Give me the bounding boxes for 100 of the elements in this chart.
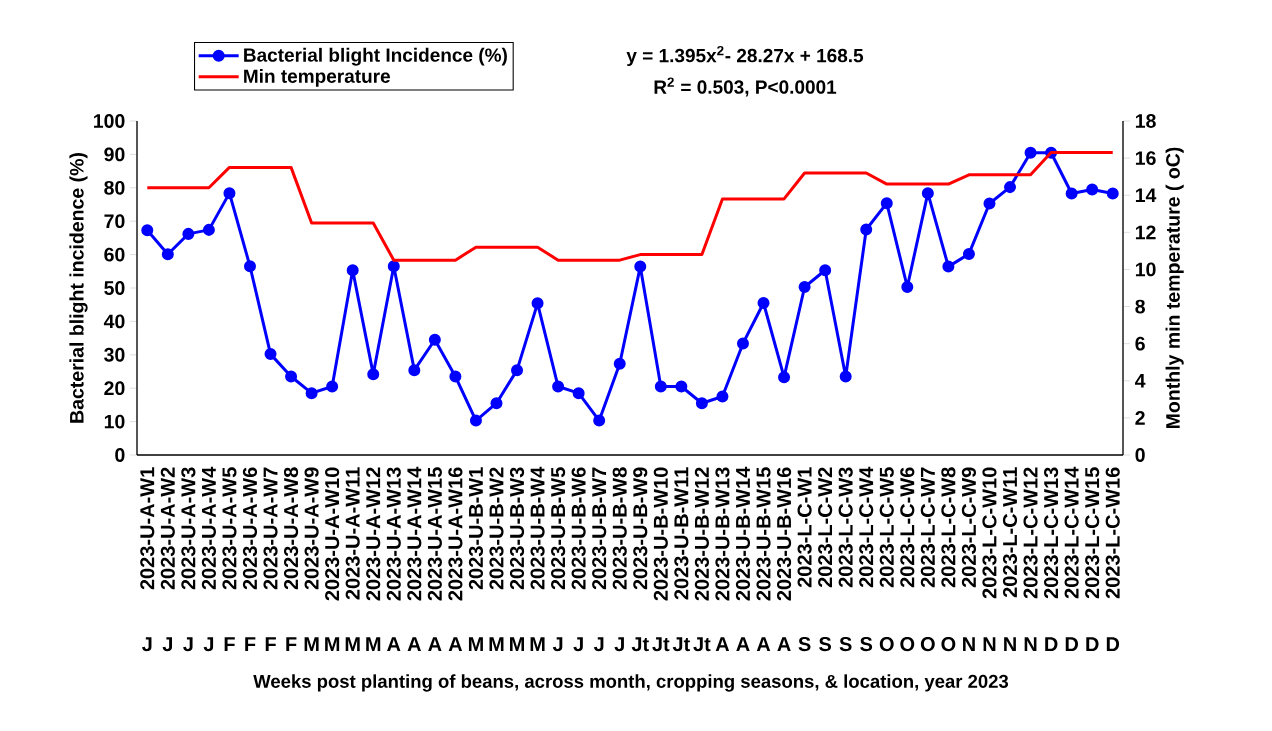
text: J bbox=[142, 637, 152, 652]
x-tick-label: 2023-U-B-W6 bbox=[571, 467, 586, 590]
text: Jt bbox=[693, 637, 711, 652]
point bbox=[716, 390, 729, 403]
text: N bbox=[963, 637, 975, 651]
point bbox=[921, 187, 934, 200]
point bbox=[264, 348, 277, 361]
x-tick-label: 2023-U-B-W1 bbox=[468, 467, 484, 590]
legend-label: Min temperature bbox=[244, 68, 390, 87]
point bbox=[736, 337, 749, 350]
point bbox=[819, 264, 832, 277]
y2-tick-label: 6 bbox=[1135, 336, 1145, 351]
x-tick-label: 2023-L-C-W5 bbox=[879, 467, 894, 588]
text: M bbox=[345, 637, 360, 651]
x-tick-label: 2023-L-C-W6 bbox=[900, 467, 915, 588]
point bbox=[449, 370, 462, 383]
text: O bbox=[879, 637, 894, 652]
point bbox=[1106, 187, 1119, 200]
point bbox=[983, 197, 996, 210]
x-tick-label: 2023-U-B-W5 bbox=[551, 467, 566, 590]
point bbox=[1086, 183, 1099, 196]
text: N bbox=[1024, 637, 1037, 651]
x-tick-label: 2023-L-C-W8 bbox=[941, 467, 956, 588]
y2-tick-label: 10 bbox=[1135, 262, 1156, 277]
x-tick-label: 2023-U-A-W8 bbox=[283, 467, 299, 590]
text: D bbox=[1045, 637, 1058, 651]
x-tick-label: 2023-U-B-W12 bbox=[694, 467, 709, 601]
y-tick-label: 50 bbox=[104, 281, 125, 295]
x-tick-label: 2023-U-A-W10 bbox=[325, 467, 340, 601]
text: F bbox=[265, 637, 276, 651]
y2-tick-label: 12 bbox=[1135, 225, 1156, 240]
text: O bbox=[941, 637, 956, 652]
text: A bbox=[448, 637, 463, 651]
text: J bbox=[552, 637, 563, 652]
x-tick-label: 2023-L-C-W10 bbox=[982, 467, 997, 599]
y-axis-title: Bacterial blight incidence (%) bbox=[69, 153, 88, 423]
x-tick-label: 2023-L-C-W13 bbox=[1044, 467, 1059, 599]
x-tick-label: 2023-L-C-W2 bbox=[818, 467, 833, 588]
x-tick-label: 2023-U-A-W13 bbox=[386, 467, 401, 601]
text: S bbox=[819, 637, 832, 652]
x-tick-label: 2023-U-B-W10 bbox=[653, 467, 668, 601]
y2-axis-title: Monthly min temperature ( oC) bbox=[1165, 147, 1184, 429]
point bbox=[695, 397, 708, 410]
text: J bbox=[162, 637, 172, 652]
x-tick-label: 2023-U-A-W14 bbox=[407, 466, 422, 601]
y2-tick-label: 4 bbox=[1135, 374, 1146, 388]
point bbox=[223, 187, 236, 200]
text: M bbox=[489, 637, 504, 651]
text: M bbox=[510, 637, 524, 651]
text: S bbox=[839, 637, 852, 652]
x-tick-label: 2023-U-A-W3 bbox=[181, 467, 196, 590]
text: F bbox=[224, 637, 235, 651]
text: A bbox=[428, 637, 442, 651]
point bbox=[161, 248, 174, 261]
text: A bbox=[756, 637, 771, 651]
text: D bbox=[1065, 637, 1079, 651]
text: J bbox=[183, 637, 193, 652]
text: M bbox=[530, 637, 545, 651]
y2-tick-label: 0 bbox=[1135, 448, 1145, 462]
point bbox=[469, 414, 482, 427]
text: R$^{2}$ = 0.503, P<0.0001 bbox=[654, 77, 837, 97]
point bbox=[182, 227, 195, 240]
point bbox=[326, 380, 339, 393]
point bbox=[243, 260, 256, 273]
y-tick-label: 20 bbox=[104, 381, 125, 396]
point bbox=[531, 297, 544, 310]
legend-label: Bacterial blight Incidence (%) bbox=[244, 47, 507, 66]
x-tick-label: 2023-U-A-W4 bbox=[201, 466, 216, 590]
text: S bbox=[860, 637, 873, 652]
point bbox=[839, 370, 852, 383]
x-tick-label: 2023-L-C-W9 bbox=[961, 467, 977, 588]
x-tick-label: 2023-L-C-W3 bbox=[838, 467, 853, 588]
point bbox=[1004, 181, 1017, 194]
text: M bbox=[304, 637, 319, 651]
text: O bbox=[900, 637, 915, 652]
point bbox=[305, 387, 318, 400]
y2-tick-label: 8 bbox=[1135, 299, 1145, 314]
text: J bbox=[614, 637, 624, 652]
x-tick-label: 2023-U-B-W14 bbox=[735, 466, 751, 601]
x-tick-label: 2023-U-B-W9 bbox=[633, 467, 648, 590]
text: Jt bbox=[631, 637, 649, 652]
x-tick-label: 2023-U-A-W9 bbox=[304, 467, 319, 590]
x-tick-label: 2023-U-B-W7 bbox=[592, 467, 607, 590]
text: A bbox=[407, 637, 421, 651]
x-tick-label: 2023-L-C-W11 bbox=[1002, 467, 1018, 598]
y-tick-label: 100 bbox=[94, 114, 125, 128]
y-tick-label: 10 bbox=[104, 414, 125, 429]
point bbox=[962, 247, 975, 260]
x-tick-label: 2023-U-B-W11 bbox=[674, 467, 689, 600]
point bbox=[593, 414, 606, 427]
text: O bbox=[920, 637, 935, 652]
point bbox=[428, 333, 441, 346]
y2-tick-label: 14 bbox=[1135, 188, 1157, 202]
x-tick-label: 2023-L-C-W12 bbox=[1023, 467, 1038, 599]
point bbox=[654, 380, 667, 393]
point bbox=[675, 380, 688, 393]
y2-tick-label: 2 bbox=[1135, 411, 1145, 425]
text: F bbox=[245, 637, 256, 651]
point bbox=[860, 223, 873, 236]
text: M bbox=[468, 637, 483, 651]
